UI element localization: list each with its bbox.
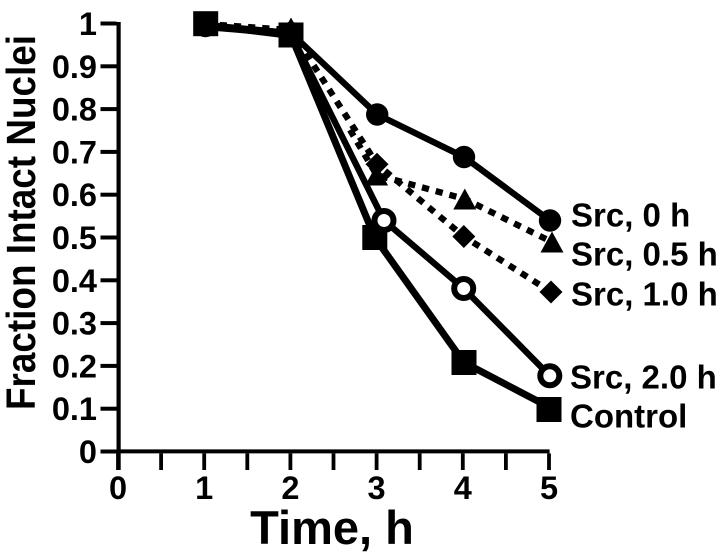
svg-text:Fraction Intact Nuclei: Fraction Intact Nuclei: [0, 35, 44, 410]
svg-text:Src, 0 h: Src, 0 h: [571, 197, 690, 234]
svg-text:0.1: 0.1: [52, 391, 97, 427]
svg-text:1: 1: [79, 6, 97, 42]
svg-text:0.8: 0.8: [52, 92, 97, 128]
svg-text:3: 3: [368, 470, 386, 506]
svg-text:0.4: 0.4: [52, 263, 97, 299]
svg-text:Src, 2.0 h: Src, 2.0 h: [570, 359, 717, 396]
svg-text:Src, 1.0 h: Src, 1.0 h: [571, 276, 718, 313]
svg-text:Control: Control: [570, 398, 687, 435]
svg-text:0.5: 0.5: [52, 220, 97, 256]
svg-text:2: 2: [281, 470, 299, 506]
svg-text:0.9: 0.9: [52, 49, 97, 85]
svg-text:1: 1: [195, 470, 213, 506]
svg-text:0.7: 0.7: [52, 134, 97, 170]
svg-text:0: 0: [109, 470, 127, 506]
svg-text:0.2: 0.2: [52, 348, 97, 384]
svg-text:Time, h: Time, h: [250, 501, 414, 554]
svg-text:4: 4: [454, 470, 472, 506]
svg-text:Src, 0.5 h: Src, 0.5 h: [571, 236, 718, 273]
svg-text:5: 5: [540, 470, 558, 506]
svg-text:0.3: 0.3: [52, 306, 97, 342]
svg-text:0.6: 0.6: [52, 177, 97, 213]
svg-text:0: 0: [79, 434, 97, 470]
